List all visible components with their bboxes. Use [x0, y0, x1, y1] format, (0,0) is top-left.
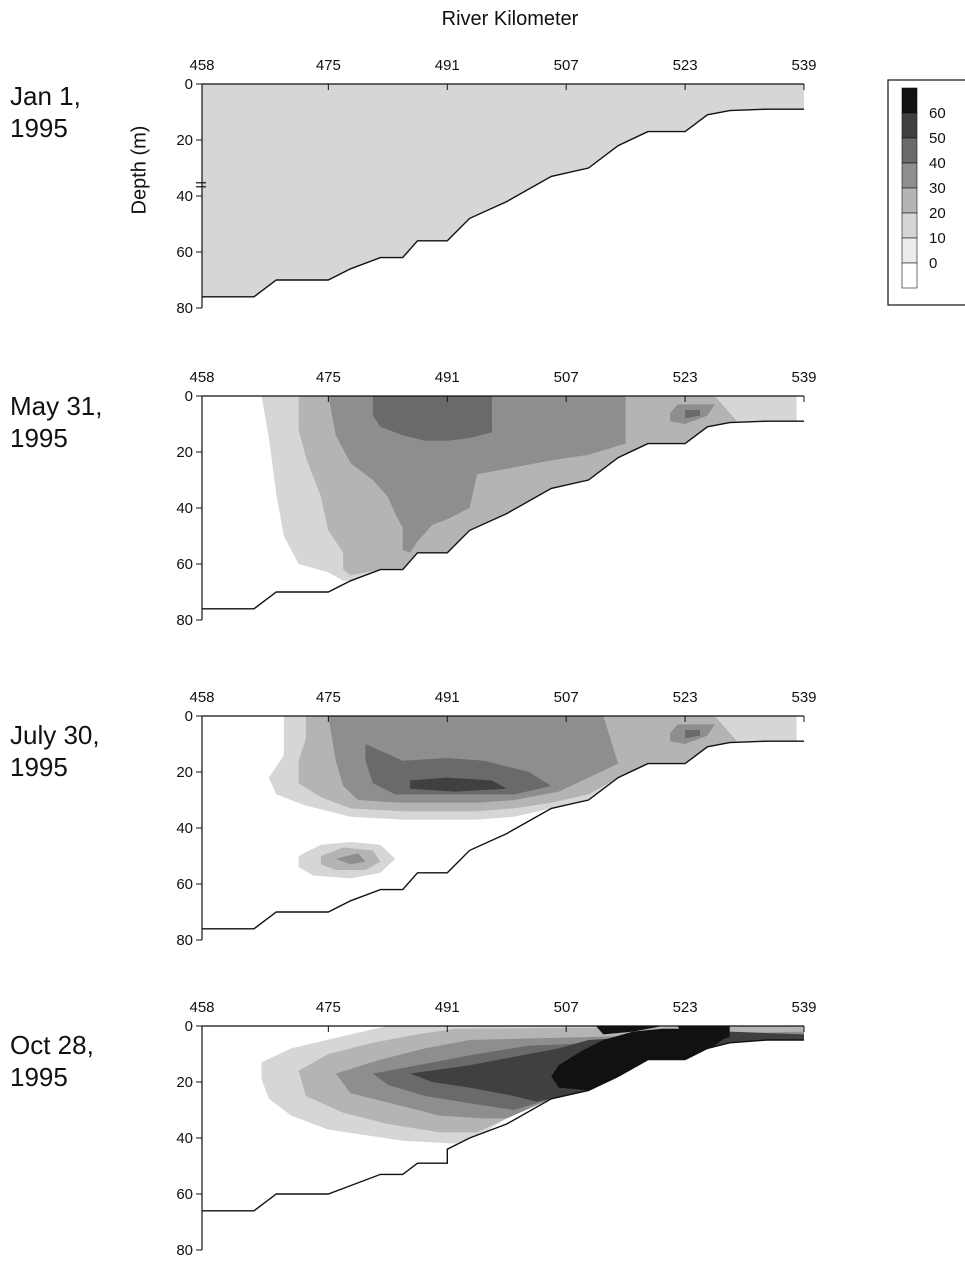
contour-fill-group — [268, 716, 797, 879]
contour-fill-group — [261, 396, 797, 581]
colorbar-swatch — [901, 237, 918, 264]
contour-region-60 — [551, 1028, 730, 1091]
panel-2: 458 475 491 507 523 539 0 20 40 60 80 — [176, 689, 816, 949]
colorbar-legend: 60 50 40 30 20 10 0 — [887, 79, 965, 306]
x-tick-label: 539 — [791, 57, 816, 74]
bottom-profile-line — [202, 108, 804, 298]
contour-region-30 — [328, 396, 626, 553]
contour-fill-group — [202, 84, 804, 297]
y-tick-label: 60 — [176, 1186, 193, 1203]
y-tick-label: 40 — [176, 500, 193, 517]
bottom-profile-line — [202, 1039, 804, 1212]
colorbar-swatch — [901, 187, 918, 214]
y-tick-label: 60 — [176, 244, 193, 261]
y-tick-label: 80 — [176, 612, 193, 629]
y-tick-label: 40 — [176, 188, 193, 205]
panel-label-line2: 1995 — [10, 113, 68, 143]
colorbar-swatch — [901, 212, 918, 239]
y-tick-label: 60 — [176, 556, 193, 573]
x-tick-label: 458 — [189, 57, 214, 74]
x-tick-label: 475 — [316, 999, 341, 1016]
bottom-profile-line — [202, 740, 804, 930]
panel-1: 458 475 491 507 523 539 0 20 40 60 80 — [176, 369, 816, 629]
colorbar-swatch — [901, 262, 918, 289]
colorbar-label: 40 — [929, 155, 946, 172]
bottom-profile-line — [202, 420, 804, 610]
panel-label-line1: Oct 28, — [10, 1030, 94, 1060]
y-tick-label: 80 — [176, 1242, 193, 1259]
x-tick-label: 491 — [435, 369, 460, 386]
colorbar-box — [887, 79, 965, 306]
x-tick-label: 491 — [435, 999, 460, 1016]
x-tick-label: 491 — [435, 57, 460, 74]
contour-region-40 — [685, 730, 700, 739]
x-tick-label: 458 — [189, 689, 214, 706]
panel-label-line2: 1995 — [10, 752, 68, 782]
colorbar-label: 50 — [929, 130, 946, 147]
contour-region-60 — [677, 1026, 730, 1043]
contour-region-10 — [202, 84, 804, 297]
x-tick-label: 539 — [791, 369, 816, 386]
x-tick-label: 507 — [554, 369, 579, 386]
x-tick-label: 523 — [673, 369, 698, 386]
x-tick-label: 539 — [791, 999, 816, 1016]
panel-label-jan: Jan 1, 1995 — [10, 80, 81, 144]
panel-label-oct: Oct 28, 1995 — [10, 1029, 94, 1093]
colorbar-label: 60 — [929, 105, 946, 122]
panel-label-line2: 1995 — [10, 423, 68, 453]
colorbar-label: 0 — [929, 255, 937, 272]
x-tick-label: 458 — [189, 999, 214, 1016]
panel-label-may: May 31, 1995 — [10, 390, 103, 454]
x-tick-label: 507 — [554, 689, 579, 706]
y-tick-label: 40 — [176, 1130, 193, 1147]
panel-label-line2: 1995 — [10, 1062, 68, 1092]
colorbar-label: 30 — [929, 180, 946, 197]
colorbar-swatch — [901, 162, 918, 189]
contour-region-40 — [685, 410, 700, 419]
x-tick-label: 475 — [316, 369, 341, 386]
x-tick-label: 458 — [189, 369, 214, 386]
y-tick-label: 20 — [176, 1074, 193, 1091]
contour-region-60 — [595, 1026, 663, 1035]
panel-label-jul: July 30, 1995 — [10, 719, 100, 783]
x-tick-label: 523 — [673, 57, 698, 74]
panel-label-line1: Jan 1, — [10, 81, 81, 111]
x-tick-label: 507 — [554, 57, 579, 74]
panel-3: 458 475 491 507 523 539 0 20 40 60 80 — [176, 999, 816, 1259]
y-tick-label: 60 — [176, 876, 193, 893]
x-tick-label: 475 — [316, 57, 341, 74]
x-axis-title: River Kilometer — [441, 8, 579, 30]
y-tick-label: 20 — [176, 132, 193, 149]
x-tick-label: 523 — [673, 689, 698, 706]
y-tick-label: 80 — [176, 932, 193, 949]
contour-region-40 — [372, 396, 492, 441]
panel-0: 458 475 491 507 523 539 0 20 40 60 80 — [176, 57, 816, 317]
y-tick-label: 80 — [176, 300, 193, 317]
y-tick-label: 0 — [185, 1018, 193, 1035]
x-tick-label: 475 — [316, 689, 341, 706]
panel-label-line1: July 30, — [10, 720, 100, 750]
y-tick-label: 20 — [176, 764, 193, 781]
y-tick-label: 20 — [176, 444, 193, 461]
x-tick-label: 539 — [791, 689, 816, 706]
contour-region-50 — [410, 777, 507, 792]
colorbar-label: 10 — [929, 230, 946, 247]
y-tick-label: 0 — [185, 388, 193, 405]
colorbar-swatch — [901, 112, 918, 139]
contour-fill-group — [261, 1026, 804, 1144]
colorbar-label: 20 — [929, 205, 946, 222]
y-tick-label: 0 — [185, 708, 193, 725]
x-tick-label: 507 — [554, 999, 579, 1016]
y-tick-label: 0 — [185, 76, 193, 93]
contour-region-30 — [335, 853, 366, 865]
colorbar-swatch — [901, 87, 918, 114]
x-tick-label: 523 — [673, 999, 698, 1016]
x-tick-label: 491 — [435, 689, 460, 706]
panel-label-line1: May 31, — [10, 391, 103, 421]
y-tick-label: 40 — [176, 820, 193, 837]
colorbar-swatch — [901, 137, 918, 164]
